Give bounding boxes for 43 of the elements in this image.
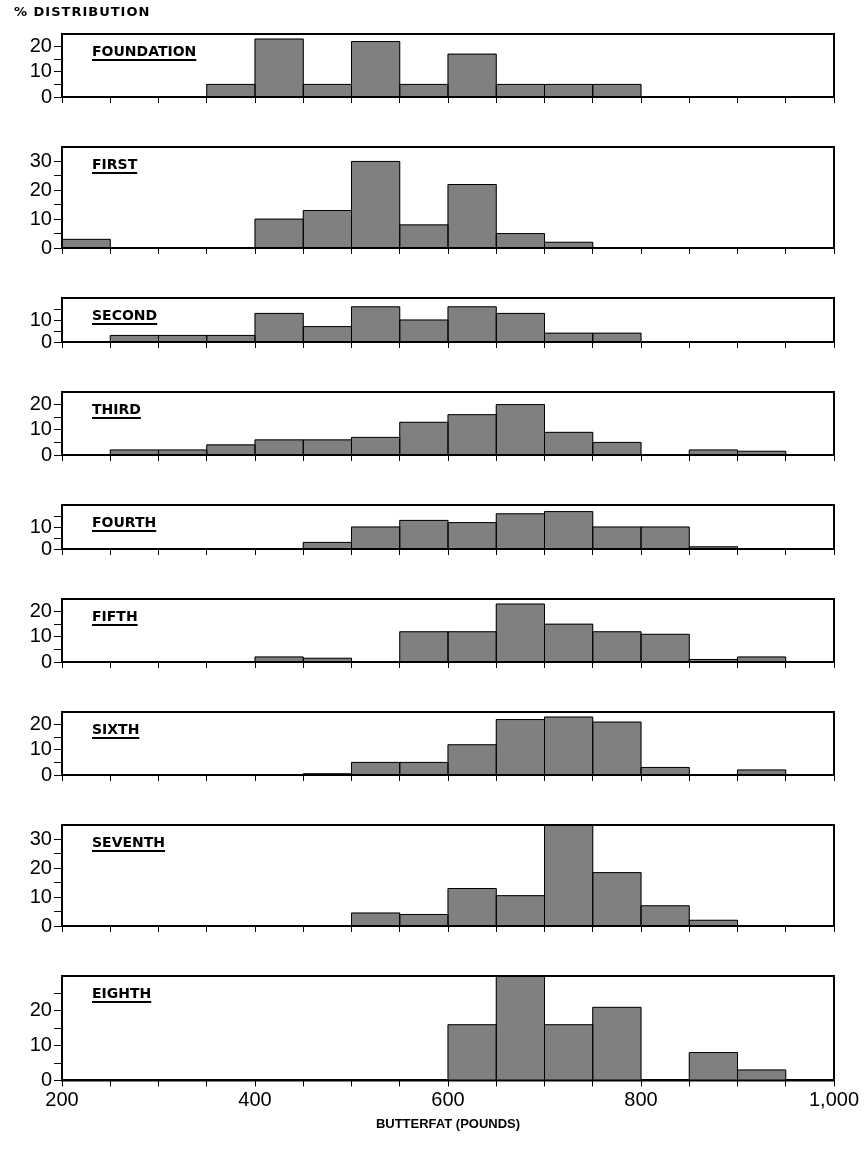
y-tick-label: 10 [29,417,52,440]
y-axis-title: % DISTRIBUTION [13,3,152,20]
annotation: SEVENTH [92,834,166,850]
y-tick-label: 0 [40,1067,52,1090]
y-tick-label: 20 [29,855,52,878]
y-tick-label: 10 [29,624,52,647]
y-tick-label: 10 [29,59,52,82]
y-tick-label: 0 [40,536,52,559]
annotation: FOUNDATION [92,43,197,59]
x-axis-title: BUTTERFAT (POUNDS) [375,1115,521,1131]
x-tick-label: 800 [624,1087,658,1110]
y-tick-label: 0 [40,235,52,258]
y-tick-label: 10 [29,1033,52,1056]
annotation: EIGHTH [92,985,152,1001]
x-tick-label: 600 [431,1087,465,1110]
y-tick-label: 0 [40,84,52,107]
x-tick-label: 400 [238,1087,272,1110]
y-tick-label: 0 [40,649,52,672]
y-tick-label: 30 [29,826,52,849]
y-tick-label: 20 [29,712,52,735]
y-tick-label: 10 [29,884,52,907]
y-tick-label: 10 [29,514,52,537]
y-tick-label: 10 [29,307,52,330]
y-tick-label: 20 [29,599,52,622]
x-tick-label: 200 [45,1087,79,1110]
annotation: THIRD [92,401,141,417]
y-tick-label: 0 [40,442,52,465]
y-tick-label: 20 [29,392,52,415]
y-tick-label: 30 [29,148,52,171]
y-tick-label: 10 [29,206,52,229]
y-tick-label: 0 [40,762,52,785]
annotation: FIFTH [92,608,138,624]
annotation: SIXTH [92,721,140,737]
x-tick-label: 1,000 [808,1087,860,1110]
y-tick-label: 20 [29,177,52,200]
y-tick-label: 10 [29,737,52,760]
annotation: FOURTH [92,514,157,530]
y-tick-label: 20 [29,34,52,57]
y-tick-label: 0 [40,329,52,352]
y-tick-label: 0 [40,913,52,936]
annotation: FIRST [92,156,138,172]
y-tick-label: 20 [29,998,52,1021]
annotation: SECOND [92,307,158,323]
